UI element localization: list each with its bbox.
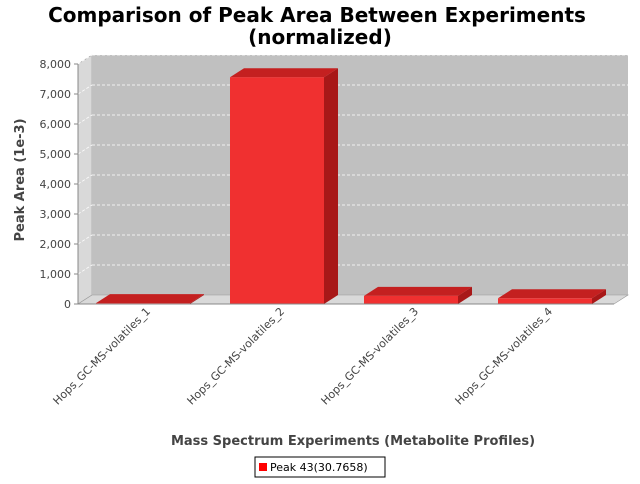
y-tick-label: 6,000	[40, 118, 72, 131]
bar-top	[498, 289, 606, 299]
x-tick-label: Hops_GC-MS-volatiles_4	[453, 305, 556, 408]
bar	[230, 68, 338, 304]
x-tick-label: Hops_GC-MS-volatiles_1	[51, 305, 154, 408]
gridline-side	[77, 54, 93, 65]
y-axis: 0 1,000 2,000 3,000 4,000 5,000 6,000 7,000 8,00…	[40, 58, 79, 311]
bars	[96, 68, 606, 304]
bar	[364, 286, 472, 304]
legend-border	[254, 456, 386, 478]
bar-side	[324, 68, 338, 304]
bar	[498, 289, 606, 304]
gridline-side	[77, 204, 93, 215]
bar-top	[230, 68, 338, 78]
y-tick-label: 7,000	[40, 88, 72, 101]
gridline-side	[77, 84, 93, 95]
y-tick-label: 8,000	[40, 58, 72, 71]
bar-side	[592, 289, 606, 304]
x-tick-label: Hops_GC-MS-volatiles_3	[319, 305, 422, 408]
chart-title-line-1: Comparison of Peak Area Between Experime…	[48, 3, 586, 27]
gridline-side	[77, 234, 93, 245]
y-tick-label: 2,000	[40, 238, 72, 251]
gridline-side	[77, 174, 93, 185]
y-tick-label: 1,000	[40, 268, 72, 281]
bar-top	[96, 294, 204, 304]
gridline-side	[77, 144, 93, 155]
bar	[96, 294, 204, 304]
y-axis-label: Peak Area (1e-3)	[13, 118, 28, 241]
x-axis-label: Mass Spectrum Experiments (Metabolite Pr…	[171, 434, 535, 449]
x-axis: Hops_GC-MS-volatiles_1 Hops_GC-MS-volatil…	[51, 303, 614, 408]
gridlines	[77, 54, 628, 275]
y-tick-label: 4,000	[40, 178, 72, 191]
plot-background	[76, 54, 630, 305]
gridline-side	[77, 264, 93, 275]
legend: Peak 43(30.7658)	[254, 456, 386, 478]
y-tick-label: 3,000	[40, 208, 72, 221]
bar-front	[230, 77, 324, 304]
bar-top	[364, 286, 472, 296]
legend-swatch	[259, 463, 267, 471]
x-tick-label: Hops_GC-MS-volatiles_2	[185, 305, 288, 408]
bar-front	[498, 298, 592, 304]
y-tick-label: 5,000	[40, 148, 72, 161]
bar-side	[458, 286, 472, 304]
bar-side	[190, 294, 204, 304]
legend-label: Peak 43(30.7658)	[270, 461, 368, 474]
y-tick-label: 0	[64, 298, 71, 311]
chart-title-line-2: (normalized)	[248, 25, 392, 49]
bar-front	[364, 295, 458, 304]
gridline-side	[77, 114, 93, 125]
